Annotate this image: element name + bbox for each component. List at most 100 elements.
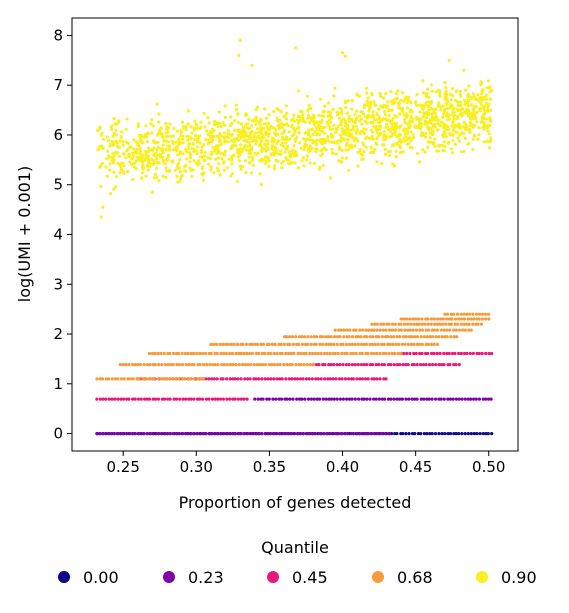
data-point-0-90 [160,126,163,129]
data-point-0-68 [198,363,201,366]
data-point-0-90 [223,124,226,127]
y-tick-label: 4 [53,226,63,244]
data-point-0-68 [168,377,171,380]
data-point-0-90 [318,168,321,171]
data-point-0-45 [254,377,257,380]
data-point-0-45 [228,398,231,401]
data-point-0-68 [445,329,448,332]
data-point-0-90 [327,101,330,104]
data-point-0-68 [421,329,424,332]
data-point-0-90 [328,119,331,122]
data-point-0-45 [308,377,311,380]
data-point-0-90 [118,155,121,158]
data-point-0-45 [225,377,228,380]
data-point-0-68 [214,363,217,366]
data-point-0-23 [362,398,365,401]
data-point-0-23 [310,398,313,401]
data-point-0-68 [210,352,213,355]
data-point-0-90 [318,139,321,142]
data-point-0-23 [307,398,310,401]
data-point-0-90 [192,168,195,171]
data-point-0-90 [450,147,453,150]
data-point-0-00 [395,432,398,435]
data-point-0-90 [308,121,311,124]
data-point-0-90 [244,171,247,174]
data-point-0-23 [452,398,455,401]
data-point-0-45 [113,398,116,401]
data-point-0-90 [182,141,185,144]
data-point-0-90 [165,128,168,131]
data-point-0-90 [166,158,169,161]
data-point-0-68 [409,323,412,326]
data-point-0-90 [179,170,182,173]
data-point-0-90 [233,119,236,122]
data-point-0-90 [212,146,215,149]
data-point-0-23 [101,432,104,435]
data-point-0-90 [122,140,125,143]
data-point-0-90 [256,127,259,130]
data-point-0-68 [294,363,297,366]
data-point-0-90 [458,140,461,143]
data-point-0-68 [476,323,479,326]
data-point-0-90 [231,133,234,136]
data-point-0-90 [282,160,285,163]
data-point-0-68 [282,363,285,366]
data-point-0-23 [291,398,294,401]
data-point-0-68 [285,335,288,338]
data-point-0-68 [193,377,196,380]
data-point-0-90 [472,110,475,113]
data-point-0-90 [157,112,160,115]
data-point-0-90 [367,96,370,99]
data-point-0-68 [423,323,426,326]
data-point-0-90 [203,159,206,162]
data-point-0-68 [198,352,201,355]
data-point-0-90 [377,121,380,124]
data-point-0-68 [242,352,245,355]
data-point-0-45 [272,377,275,380]
data-point-0-23 [401,398,404,401]
data-point-0-90 [439,108,442,111]
data-point-0-90 [364,137,367,140]
data-point-0-90 [473,105,476,108]
data-point-0-90 [416,93,419,96]
data-point-0-90 [207,163,210,166]
data-point-0-90 [239,143,242,146]
data-point-0-90 [164,122,167,125]
data-point-0-68 [154,363,157,366]
data-point-0-68 [415,329,418,332]
data-point-0-68 [385,329,388,332]
data-point-0-90 [448,132,451,135]
data-point-0-68 [402,335,405,338]
data-point-0-90 [349,129,352,132]
data-point-0-90 [168,122,171,125]
data-point-0-00 [440,432,443,435]
data-point-0-90 [162,144,165,147]
data-point-0-68 [352,352,355,355]
data-point-0-90 [408,126,411,129]
data-point-0-90 [141,141,144,144]
data-point-0-90 [290,119,293,122]
data-point-0-45 [458,363,461,366]
data-point-0-90 [405,112,408,115]
data-point-0-90 [206,116,209,119]
data-point-0-23 [293,432,296,435]
data-point-0-68 [119,363,122,366]
data-point-0-00 [408,432,411,435]
data-point-0-68 [139,363,142,366]
data-point-0-68 [388,343,391,346]
data-point-0-90 [405,115,408,118]
data-point-0-90 [200,151,203,154]
data-point-0-68 [342,329,345,332]
data-point-0-90 [341,156,344,159]
data-point-0-90 [203,125,206,128]
data-point-0-90 [452,116,455,119]
data-point-0-90 [379,92,382,95]
data-point-0-68 [430,317,433,320]
data-point-0-90 [392,117,395,120]
data-point-0-90 [375,142,378,145]
data-point-0-90 [372,100,375,103]
data-point-0-90 [421,79,424,82]
data-point-0-45 [104,398,107,401]
data-point-0-68 [400,329,403,332]
data-point-0-68 [334,329,337,332]
